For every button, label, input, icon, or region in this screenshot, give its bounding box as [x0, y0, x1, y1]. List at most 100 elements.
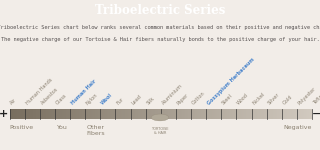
Bar — [249, 109, 250, 118]
Bar — [281, 109, 282, 118]
Bar — [215, 109, 217, 118]
Bar — [49, 109, 50, 118]
Bar — [158, 109, 159, 118]
Bar — [88, 109, 90, 118]
Bar — [77, 109, 78, 118]
Bar — [240, 109, 242, 118]
Bar — [247, 109, 249, 118]
Text: Silver: Silver — [267, 92, 280, 106]
Text: Negative: Negative — [284, 125, 312, 130]
Bar — [104, 109, 106, 118]
Bar — [57, 109, 58, 118]
Bar — [308, 109, 309, 118]
Bar — [108, 109, 110, 118]
Bar — [216, 109, 218, 118]
Bar — [289, 109, 290, 118]
Bar — [295, 109, 296, 118]
Bar — [297, 109, 298, 118]
Bar — [150, 109, 151, 118]
Bar — [53, 109, 54, 118]
Bar — [142, 109, 143, 118]
Bar — [93, 109, 95, 118]
Bar — [63, 109, 64, 118]
Bar — [293, 109, 294, 118]
Bar — [111, 109, 113, 118]
Bar — [254, 109, 256, 118]
Ellipse shape — [151, 114, 169, 121]
Bar — [168, 109, 169, 118]
Bar — [274, 109, 275, 118]
Bar — [183, 109, 184, 118]
Bar — [182, 109, 183, 118]
Bar — [33, 109, 34, 118]
Bar — [108, 109, 109, 118]
Bar — [81, 109, 83, 118]
Text: Positive: Positive — [10, 125, 34, 130]
Bar — [124, 109, 126, 118]
Text: Polyester: Polyester — [297, 86, 317, 106]
Bar — [54, 109, 55, 118]
Bar — [112, 109, 114, 118]
Bar — [71, 109, 72, 118]
Bar — [288, 109, 289, 118]
Text: Human Hair: Human Hair — [70, 79, 97, 106]
Bar — [173, 109, 174, 118]
Bar — [307, 109, 308, 118]
Bar — [231, 109, 233, 118]
Bar — [225, 109, 227, 118]
Bar — [211, 109, 212, 118]
Bar — [292, 109, 293, 118]
Bar — [284, 109, 285, 118]
Bar — [283, 109, 284, 118]
Bar — [239, 109, 241, 118]
Bar — [90, 109, 92, 118]
Bar — [143, 109, 144, 118]
Text: Steel: Steel — [221, 93, 234, 106]
Bar — [172, 109, 173, 118]
Bar — [205, 109, 206, 118]
Bar — [60, 109, 61, 118]
Bar — [169, 109, 170, 118]
Bar — [10, 109, 11, 118]
Bar — [180, 109, 181, 118]
Bar — [311, 109, 312, 118]
Bar — [244, 109, 246, 118]
Bar — [35, 109, 36, 118]
Bar — [177, 109, 178, 118]
Bar — [55, 109, 56, 118]
Bar — [130, 109, 131, 118]
Bar — [74, 109, 76, 118]
Bar — [203, 109, 204, 118]
Bar — [244, 109, 245, 118]
Text: Paper: Paper — [176, 92, 189, 106]
Bar — [273, 109, 274, 118]
Bar — [105, 109, 107, 118]
Bar — [219, 109, 220, 118]
Text: Lead: Lead — [131, 94, 142, 106]
Bar — [262, 109, 263, 118]
Bar — [270, 109, 271, 118]
Bar — [238, 109, 240, 118]
Text: The Triboelectric Series chart below ranks several common materials based on the: The Triboelectric Series chart below ran… — [0, 25, 320, 30]
Bar — [73, 109, 75, 118]
Bar — [221, 109, 223, 118]
Bar — [138, 109, 139, 118]
Bar — [147, 109, 148, 118]
Bar — [155, 109, 156, 118]
Bar — [98, 109, 100, 118]
Bar — [30, 109, 31, 118]
Text: Asbestos: Asbestos — [40, 87, 59, 106]
Bar — [269, 109, 270, 118]
Bar — [146, 109, 147, 118]
Bar — [222, 109, 224, 118]
Bar — [184, 109, 185, 118]
Bar — [160, 109, 161, 118]
Bar — [242, 109, 243, 118]
Text: TORTOISE
& HAIR: TORTOISE & HAIR — [151, 127, 169, 135]
Bar — [236, 109, 238, 118]
Bar — [298, 109, 299, 118]
Bar — [279, 109, 280, 118]
Bar — [192, 109, 193, 118]
Bar — [232, 109, 234, 118]
Bar — [133, 109, 135, 118]
